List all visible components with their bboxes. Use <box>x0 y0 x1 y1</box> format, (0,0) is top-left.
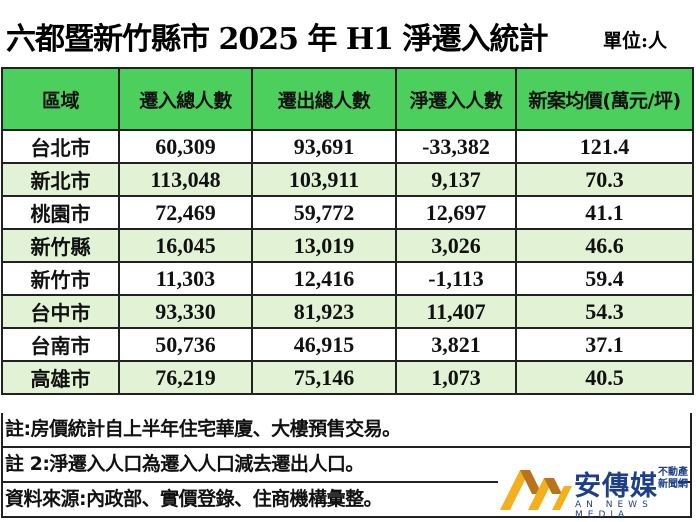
table-row: 台北市 60,309 93,691 -33,382 121.4 <box>1 129 694 164</box>
cell-region: 新北市 <box>1 162 120 197</box>
cell-price: 59.4 <box>515 261 694 296</box>
table-row: 新北市 113,048 103,911 9,137 70.3 <box>1 162 694 197</box>
cell-net: 3,821 <box>395 327 517 362</box>
logo-name-cn: 安傳媒 <box>574 471 658 502</box>
cell-net: -1,113 <box>395 261 517 296</box>
table-row: 台中市 93,330 81,923 11,407 54.3 <box>1 294 694 329</box>
note-price-source: 註:房價統計自上半年住宅華廈、大樓預售交易。 <box>1 413 692 448</box>
cell-net: 12,697 <box>395 195 517 230</box>
table-row: 新竹市 11,303 12,416 -1,113 59.4 <box>1 261 694 296</box>
logo-name-en: AN NEWS MEDIA <box>575 500 653 520</box>
cell-price: 41.1 <box>515 195 694 230</box>
col-header-net: 淨遷入人數 <box>395 67 517 131</box>
cell-price: 54.3 <box>515 294 694 329</box>
cell-region: 台北市 <box>1 129 120 164</box>
cell-moved-out: 93,691 <box>251 129 397 164</box>
cell-price: 40.5 <box>515 360 694 395</box>
cell-moved-out: 12,416 <box>251 261 397 296</box>
cell-moved-in: 11,303 <box>118 261 253 296</box>
migration-table: 區域 遷入總人數 遷出總人數 淨遷入人數 新案均價(萬元/坪) 台北市 60,3… <box>1 67 694 395</box>
cell-price: 121.4 <box>515 129 694 164</box>
cell-moved-in: 16,045 <box>118 228 253 263</box>
col-header-moved-out: 遷出總人數 <box>251 67 397 131</box>
cell-price: 37.1 <box>515 327 694 362</box>
cell-net: -33,382 <box>395 129 517 164</box>
an-news-media-logo: 安傳媒 不動產 新聞網 AN NEWS MEDIA <box>498 464 688 520</box>
cell-moved-out: 81,923 <box>251 294 397 329</box>
table-row: 高雄市 76,219 75,146 1,073 40.5 <box>1 360 694 395</box>
page-title: 六都暨新竹縣市 2025 年 H1 淨遷入統計 <box>6 22 548 57</box>
cell-moved-in: 76,219 <box>118 360 253 395</box>
cell-net: 1,073 <box>395 360 517 395</box>
cell-price: 70.3 <box>515 162 694 197</box>
cell-net: 11,407 <box>395 294 517 329</box>
cell-moved-out: 59,772 <box>251 195 397 230</box>
cell-region: 高雄市 <box>1 360 120 395</box>
cell-net: 3,026 <box>395 228 517 263</box>
cell-region: 台南市 <box>1 327 120 362</box>
cell-moved-out: 103,911 <box>251 162 397 197</box>
an-logo-mark-icon <box>500 470 572 510</box>
cell-region: 桃園市 <box>1 195 120 230</box>
cell-moved-in: 93,330 <box>118 294 253 329</box>
cell-moved-in: 60,309 <box>118 129 253 164</box>
col-header-price: 新案均價(萬元/坪) <box>515 67 694 131</box>
cell-net: 9,137 <box>395 162 517 197</box>
logo-subtitle-line2: 新聞網 <box>658 479 688 490</box>
cell-moved-in: 72,469 <box>118 195 253 230</box>
cell-moved-out: 46,915 <box>251 327 397 362</box>
cell-region: 新竹市 <box>1 261 120 296</box>
cell-moved-in: 113,048 <box>118 162 253 197</box>
table-row: 新竹縣 16,045 13,019 3,026 46.6 <box>1 228 694 263</box>
logo-subtitle-line1: 不動產 <box>658 467 688 478</box>
unit-label: 單位:人 <box>603 30 668 52</box>
table-row: 桃園市 72,469 59,772 12,697 41.1 <box>1 195 694 230</box>
cell-moved-in: 50,736 <box>118 327 253 362</box>
title-bar: 六都暨新竹縣市 2025 年 H1 淨遷入統計 單位:人 <box>0 0 696 66</box>
cell-price: 46.6 <box>515 228 694 263</box>
col-header-region: 區域 <box>1 67 120 131</box>
cell-moved-out: 13,019 <box>251 228 397 263</box>
cell-moved-out: 75,146 <box>251 360 397 395</box>
table-row: 台南市 50,736 46,915 3,821 37.1 <box>1 327 694 362</box>
table-header-row: 區域 遷入總人數 遷出總人數 淨遷入人數 新案均價(萬元/坪) <box>1 67 694 131</box>
logo-subtitle: 不動產 新聞網 <box>658 467 690 491</box>
cell-region: 台中市 <box>1 294 120 329</box>
col-header-moved-in: 遷入總人數 <box>118 67 253 131</box>
cell-region: 新竹縣 <box>1 228 120 263</box>
